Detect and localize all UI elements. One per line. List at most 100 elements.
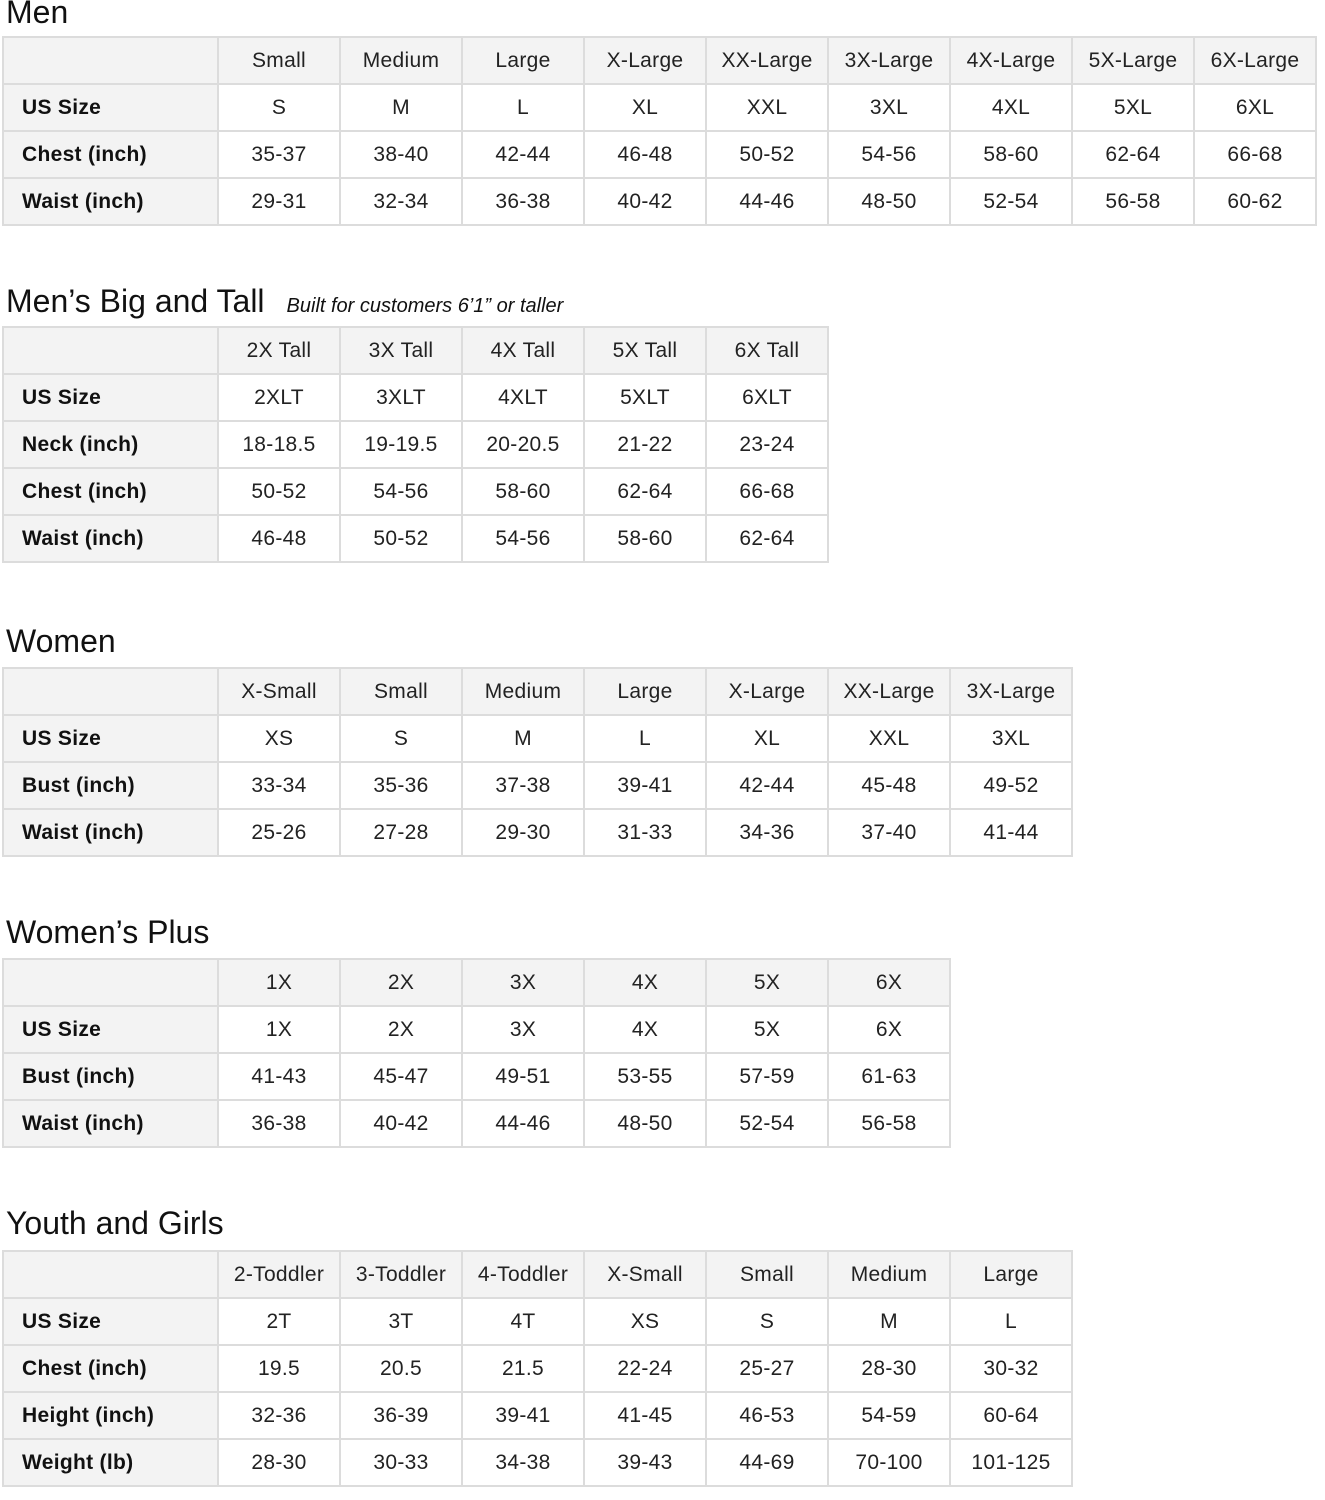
row-label: US Size <box>2 83 219 132</box>
section-title-text: Men’s Big and Tall <box>6 283 265 319</box>
table-cell: 44-46 <box>705 177 829 226</box>
column-header: 2X Tall <box>217 326 341 375</box>
table-cell: 4T <box>461 1297 585 1346</box>
table-cell: 39-41 <box>583 761 707 810</box>
table-cell: S <box>339 714 463 763</box>
table-cell: 18-18.5 <box>217 420 341 469</box>
table-row: Chest (inch) 35-37 38-40 42-44 46-48 50-52 54-… <box>2 130 1317 179</box>
table-cell: 27-28 <box>339 808 463 857</box>
table-cell: 58-60 <box>949 130 1073 179</box>
table-cell: 56-58 <box>1071 177 1195 226</box>
table-cell: 5XL <box>1071 83 1195 132</box>
table-cell: M <box>827 1297 951 1346</box>
column-header: 3X-Large <box>949 667 1073 716</box>
table-cell: XL <box>583 83 707 132</box>
table-cell: 49-52 <box>949 761 1073 810</box>
row-label: Waist (inch) <box>2 177 219 226</box>
table-cell: L <box>583 714 707 763</box>
row-label: Waist (inch) <box>2 808 219 857</box>
table-row: Bust (inch) 41-43 45-47 49-51 53-55 57-59 61-6… <box>2 1052 951 1101</box>
table-cell: 28-30 <box>217 1438 341 1487</box>
table-cell: 54-56 <box>461 514 585 563</box>
column-header: 5X-Large <box>1071 36 1195 85</box>
column-header: Small <box>217 36 341 85</box>
section-title-text: Men <box>6 0 69 30</box>
table-cell: XXL <box>827 714 951 763</box>
column-header: 6X <box>827 958 951 1007</box>
table-cell: 46-48 <box>583 130 707 179</box>
column-header: X-Large <box>583 36 707 85</box>
table-row: Weight (lb) 28-30 30-33 34-38 39-43 44-69 70-1… <box>2 1438 1073 1487</box>
row-label: Bust (inch) <box>2 1052 219 1101</box>
column-header <box>2 958 219 1007</box>
table-cell: 58-60 <box>461 467 585 516</box>
section-title: Men’s Big and Tall Built for customers 6’… <box>6 283 563 320</box>
row-label: US Size <box>2 1297 219 1346</box>
table-cell: 6XL <box>1193 83 1317 132</box>
table-cell: 29-31 <box>217 177 341 226</box>
table-cell: 46-53 <box>705 1391 829 1440</box>
table-cell: 3T <box>339 1297 463 1346</box>
table-cell: 37-38 <box>461 761 585 810</box>
table-row: Neck (inch) 18-18.5 19-19.5 20-20.5 21-22 23-… <box>2 420 829 469</box>
header-row: 2X Tall 3X Tall 4X Tall 5X Tall 6X Tall <box>2 326 829 375</box>
table-cell: 36-38 <box>461 177 585 226</box>
table-cell: 60-62 <box>1193 177 1317 226</box>
column-header: Medium <box>827 1250 951 1299</box>
row-label: Bust (inch) <box>2 761 219 810</box>
row-label: Chest (inch) <box>2 467 219 516</box>
column-header: 6X Tall <box>705 326 829 375</box>
table-cell: 5XLT <box>583 373 707 422</box>
table-cell: 3XL <box>949 714 1073 763</box>
column-header: Small <box>339 667 463 716</box>
table-cell: 2XLT <box>217 373 341 422</box>
column-header: Medium <box>461 667 585 716</box>
table-cell: 39-41 <box>461 1391 585 1440</box>
table-cell: 66-68 <box>705 467 829 516</box>
table-cell: 50-52 <box>339 514 463 563</box>
column-header: 3X-Large <box>827 36 951 85</box>
table-cell: S <box>217 83 341 132</box>
table-row: Chest (inch) 50-52 54-56 58-60 62-64 66-68 <box>2 467 829 516</box>
table-cell: 2T <box>217 1297 341 1346</box>
size-table: 2X Tall 3X Tall 4X Tall 5X Tall 6X Tall US Si… <box>2 326 829 563</box>
table-cell: 54-56 <box>827 130 951 179</box>
row-label: Chest (inch) <box>2 130 219 179</box>
row-label: US Size <box>2 714 219 763</box>
table-cell: 44-69 <box>705 1438 829 1487</box>
column-header <box>2 1250 219 1299</box>
section-subtitle: Built for customers 6’1” or taller <box>286 295 564 317</box>
column-header: 6X-Large <box>1193 36 1317 85</box>
table-cell: 29-30 <box>461 808 585 857</box>
table-cell: 20-20.5 <box>461 420 585 469</box>
table-cell: 48-50 <box>583 1099 707 1148</box>
table-cell: 37-40 <box>827 808 951 857</box>
table-cell: 32-34 <box>339 177 463 226</box>
table-cell: 4XL <box>949 83 1073 132</box>
table-row: US Size 2XLT 3XLT 4XLT 5XLT 6XLT <box>2 373 829 422</box>
table-row: US Size 1X 2X 3X 4X 5X 6X <box>2 1005 951 1054</box>
table-cell: 56-58 <box>827 1099 951 1148</box>
table-cell: S <box>705 1297 829 1346</box>
column-header: 5X <box>705 958 829 1007</box>
table-cell: 62-64 <box>583 467 707 516</box>
column-header: Large <box>949 1250 1073 1299</box>
column-header: X-Small <box>217 667 341 716</box>
table-cell: 53-55 <box>583 1052 707 1101</box>
table-cell: 42-44 <box>705 761 829 810</box>
table-cell: 19-19.5 <box>339 420 463 469</box>
table-cell: XS <box>583 1297 707 1346</box>
table-cell: 4XLT <box>461 373 585 422</box>
column-header: 4X <box>583 958 707 1007</box>
table-cell: 52-54 <box>705 1099 829 1148</box>
column-header: XX-Large <box>705 36 829 85</box>
table-cell: 20.5 <box>339 1344 463 1393</box>
column-header: Medium <box>339 36 463 85</box>
size-table: 1X 2X 3X 4X 5X 6X US Size 1X 2X 3X 4X 5X 6X Bust (inc… <box>2 958 951 1148</box>
table-cell: 3XL <box>827 83 951 132</box>
column-header: X-Small <box>583 1250 707 1299</box>
row-label: Chest (inch) <box>2 1344 219 1393</box>
table-cell: 34-36 <box>705 808 829 857</box>
table-cell: 45-48 <box>827 761 951 810</box>
size-table: Small Medium Large X-Large XX-Large 3X-Large 4… <box>2 36 1317 226</box>
